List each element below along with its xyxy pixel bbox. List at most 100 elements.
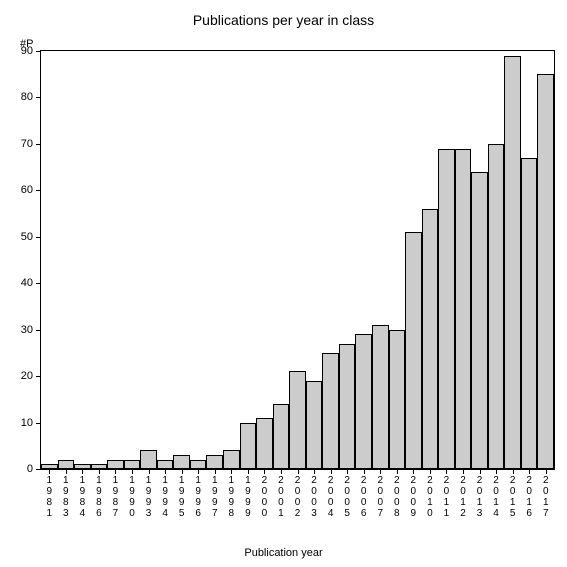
bar [488,144,505,469]
bar [173,455,190,469]
x-tick-label: 2007 [376,475,384,519]
x-tick [529,469,530,474]
x-tick-label: 1984 [78,475,86,519]
x-tick-label: 2004 [327,475,335,519]
x-tick-label: 2014 [492,475,500,519]
x-tick-label: 2012 [459,475,467,519]
plot-area: 0102030405060708090198119831984198619871… [40,50,555,470]
x-tick [198,469,199,474]
bar [422,209,439,469]
x-tick [496,469,497,474]
x-tick-label: 1993 [145,475,153,519]
x-tick-label: 1998 [227,475,235,519]
x-tick-label: 1995 [178,475,186,519]
x-tick-label: 2003 [310,475,318,519]
x-tick [99,469,100,474]
x-tick-label: 1986 [95,475,103,519]
x-tick-label: 2016 [525,475,533,519]
x-tick [165,469,166,474]
y-tick-label: 50 [21,231,33,243]
y-tick [36,469,41,470]
y-tick [36,144,41,145]
x-tick-label: 2008 [393,475,401,519]
x-tick [430,469,431,474]
y-tick [36,376,41,377]
x-tick [314,469,315,474]
x-tick [66,469,67,474]
x-tick [248,469,249,474]
x-tick [264,469,265,474]
x-tick [82,469,83,474]
y-tick-label: 60 [21,184,33,196]
x-tick [480,469,481,474]
y-tick-label: 80 [21,91,33,103]
x-tick-label: 2010 [426,475,434,519]
bar [190,460,207,469]
bar [389,330,406,469]
bar [124,460,141,469]
x-tick-label: 2001 [277,475,285,519]
x-tick-label: 2015 [509,475,517,519]
x-tick [446,469,447,474]
bar [223,450,240,469]
y-tick-label: 0 [27,463,33,475]
bar [355,334,372,469]
bar [206,455,223,469]
x-tick [281,469,282,474]
bar [256,418,273,469]
x-tick [513,469,514,474]
x-tick-label: 1996 [194,475,202,519]
bar [107,460,124,469]
x-tick-label: 2006 [360,475,368,519]
bar [306,381,323,469]
x-tick [546,469,547,474]
y-tick [36,190,41,191]
x-tick [215,469,216,474]
bar [140,450,157,469]
x-tick [298,469,299,474]
x-tick-label: 1997 [211,475,219,519]
x-tick-label: 2011 [442,475,450,519]
x-tick-label: 1994 [161,475,169,519]
x-tick [364,469,365,474]
x-tick-label: 2017 [542,475,550,519]
y-tick-label: 20 [21,370,33,382]
y-tick [36,423,41,424]
x-tick-label: 2013 [476,475,484,519]
x-tick-label: 2002 [294,475,302,519]
bar [471,172,488,469]
x-tick-label: 1981 [45,475,53,519]
x-tick [115,469,116,474]
x-tick [463,469,464,474]
x-tick-label: 2009 [409,475,417,519]
bar [273,404,290,469]
x-tick [132,469,133,474]
bar [339,344,356,469]
x-tick-label: 1987 [111,475,119,519]
y-tick [36,330,41,331]
x-tick-label: 2005 [343,475,351,519]
bar [58,460,75,469]
y-tick-label: 40 [21,277,33,289]
y-tick [36,283,41,284]
x-tick [331,469,332,474]
x-tick [347,469,348,474]
y-tick [36,51,41,52]
bar [240,423,257,469]
bar [322,353,339,469]
y-tick-label: 70 [21,138,33,150]
y-tick [36,237,41,238]
bar [455,149,472,469]
bar [438,149,455,469]
x-tick [397,469,398,474]
x-tick [231,469,232,474]
chart-title: Publications per year in class [0,12,567,28]
bar [537,74,554,469]
x-tick [182,469,183,474]
x-axis-label: Publication year [0,547,567,559]
bar [289,371,306,469]
bar [405,232,422,469]
chart-container: Publications per year in class #P 010203… [0,0,567,567]
x-tick [380,469,381,474]
x-tick [149,469,150,474]
